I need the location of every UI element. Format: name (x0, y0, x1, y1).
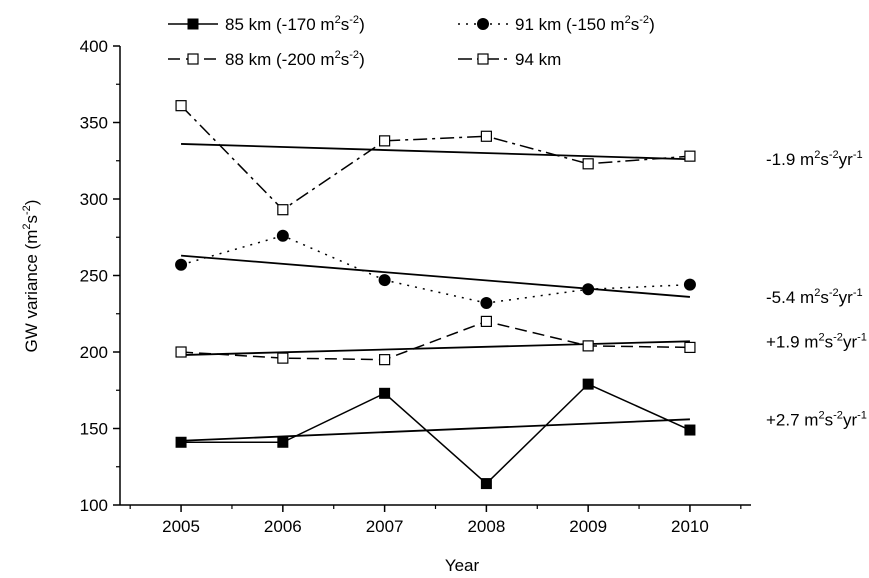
legend-label: 85 km (-170 m2s-2) (225, 14, 365, 34)
series-line (180, 105, 690, 211)
data-point (379, 135, 391, 147)
data-point (582, 283, 595, 296)
series-line (181, 383, 691, 485)
data-point (480, 297, 493, 310)
series-line (181, 320, 690, 361)
data-point (175, 258, 188, 271)
trend-line (180, 254, 691, 298)
x-tick-label: 2006 (264, 517, 302, 536)
data-point (582, 378, 594, 390)
legend-label: 91 km (-150 m2s-2) (515, 14, 655, 34)
data-point (684, 341, 696, 354)
data-point (175, 100, 187, 112)
trend-line (181, 418, 690, 442)
data-point (379, 354, 391, 366)
y-tick-label: 200 (80, 343, 108, 362)
ticks: 100 150 200 250 300 350 400 2005 2006 2007 2008 200… (80, 37, 742, 536)
legend-marker (477, 53, 489, 65)
y-tick-label: 400 (80, 37, 108, 56)
trend-lines (180, 143, 691, 442)
data-point (378, 274, 391, 287)
legend-label: 94 km (515, 50, 561, 69)
trend-rate-label: -5.4 m2s-2yr-1 (766, 287, 863, 307)
series-lines (180, 105, 691, 485)
series-markers (175, 100, 696, 490)
data-point (480, 478, 492, 490)
data-point (480, 315, 492, 327)
data-point (684, 150, 696, 162)
trend-rate-label: -1.9 m2s-2yr-1 (766, 149, 863, 169)
y-axis-label: GW variance (m2s-2) (21, 200, 41, 353)
series-line (180, 234, 690, 304)
data-point (277, 204, 289, 216)
data-point (277, 436, 289, 448)
legend-marker (187, 53, 199, 65)
legend-label: 88 km (-200 m2s-2) (225, 49, 365, 69)
data-point (175, 346, 187, 358)
legend-marker (477, 18, 489, 30)
x-tick-label: 2009 (569, 517, 607, 536)
data-point (582, 158, 594, 170)
y-tick-label: 100 (80, 496, 108, 515)
x-tick-label: 2010 (671, 517, 709, 536)
data-point (277, 352, 289, 364)
data-point (683, 278, 696, 291)
data-point (379, 387, 391, 399)
trend-rate-label: +1.9 m2s-2yr-1 (766, 331, 867, 351)
data-point (276, 229, 289, 242)
data-point (480, 130, 492, 142)
y-tick-label: 150 (80, 420, 108, 439)
x-tick-label: 2007 (366, 517, 404, 536)
trend-rate-label: +2.7 m2s-2yr-1 (766, 409, 867, 429)
data-point (684, 424, 696, 436)
y-tick-label: 300 (80, 190, 108, 209)
trend-line (181, 143, 690, 161)
trend-line (181, 340, 690, 356)
legend-marker (187, 18, 199, 30)
trend-labels: +2.7 m2s-2yr-1 -5.4 m2s-2yr-1 +1.9 m2s-2yr… (766, 149, 867, 429)
legend: 85 km (-170 m2s-2) 91 km (-150 m2s-2) 88 k… (168, 14, 655, 69)
y-tick-label: 250 (80, 267, 108, 286)
data-point (175, 436, 187, 448)
x-tick-label: 2008 (467, 517, 505, 536)
x-tick-label: 2005 (162, 517, 200, 536)
y-tick-label: 350 (80, 114, 108, 133)
x-axis-label: Year (445, 556, 480, 575)
data-point (582, 340, 594, 352)
